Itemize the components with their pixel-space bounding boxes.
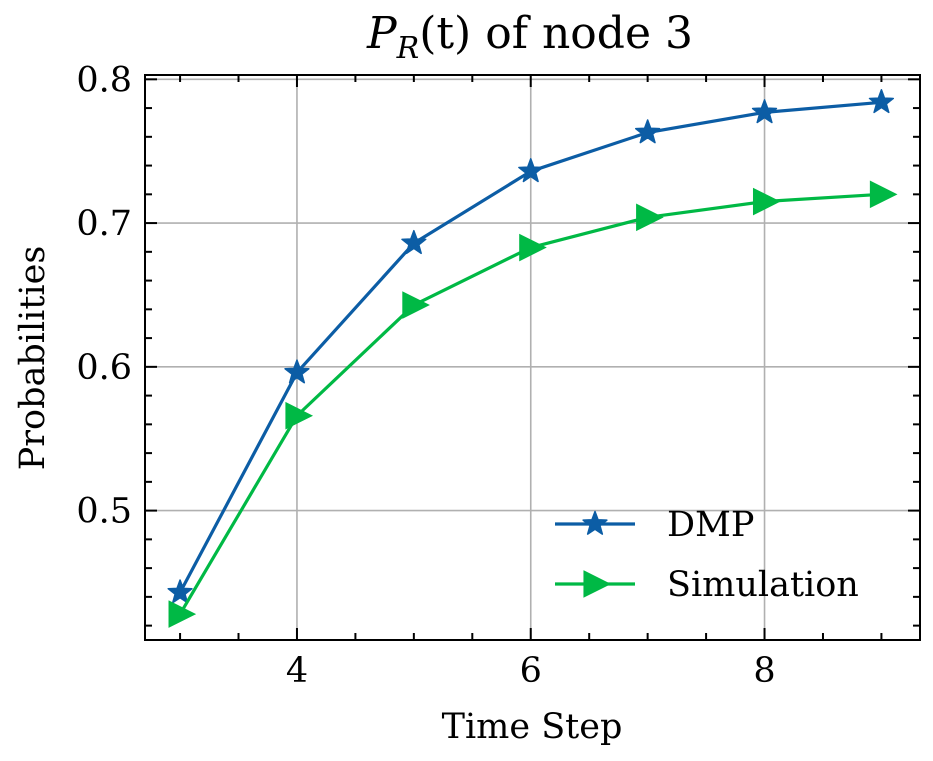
y-axis-label: Probabilities: [13, 246, 53, 471]
y-tick-label: 0.7: [76, 204, 132, 244]
data-point-marker: [402, 291, 430, 319]
data-point-marker: [869, 180, 898, 209]
data-point-marker: [752, 187, 781, 216]
data-point-marker: [167, 579, 193, 604]
data-point-marker: [285, 401, 314, 430]
chart-title-suffix: (t) of node 3: [419, 8, 693, 59]
data-point-marker: [168, 600, 197, 628]
chart-title-subscript: R: [396, 31, 420, 66]
chart-title: PR(t) of node 3: [366, 8, 693, 66]
plot-frame: [144, 74, 921, 641]
data-point-marker: [868, 89, 895, 114]
series-1: [168, 180, 898, 628]
y-tick-label: 0.8: [76, 60, 132, 100]
x-axis-label: Time Step: [442, 707, 623, 747]
legend: DMP Simulation: [555, 505, 859, 605]
legend-item: DMP: [555, 505, 754, 545]
legend-item: Simulation: [555, 565, 859, 605]
legend-label: DMP: [667, 505, 754, 545]
data-point-marker: [518, 158, 544, 183]
legend-marker: [582, 510, 608, 535]
axis-ticks: 4 6 8 0.5 0.6 0.7 0.8: [76, 60, 920, 691]
data-point-marker: [284, 359, 310, 384]
grid-lines: [145, 75, 920, 640]
y-tick-label: 0.5: [76, 492, 132, 532]
chart-title-prefix: P: [366, 8, 398, 59]
series-layer: [167, 89, 898, 628]
legend-marker: [583, 570, 612, 598]
x-tick-label: 8: [753, 651, 775, 691]
data-point-marker: [519, 233, 547, 262]
data-point-marker: [401, 229, 427, 255]
series-0: [167, 89, 895, 604]
y-tick-label: 0.6: [76, 348, 132, 388]
data-point-marker: [635, 119, 661, 144]
data-point-marker: [636, 203, 664, 232]
data-point-marker: [751, 99, 778, 124]
legend-label: Simulation: [667, 565, 859, 605]
x-tick-label: 6: [520, 651, 542, 691]
x-tick-label: 4: [286, 651, 308, 691]
